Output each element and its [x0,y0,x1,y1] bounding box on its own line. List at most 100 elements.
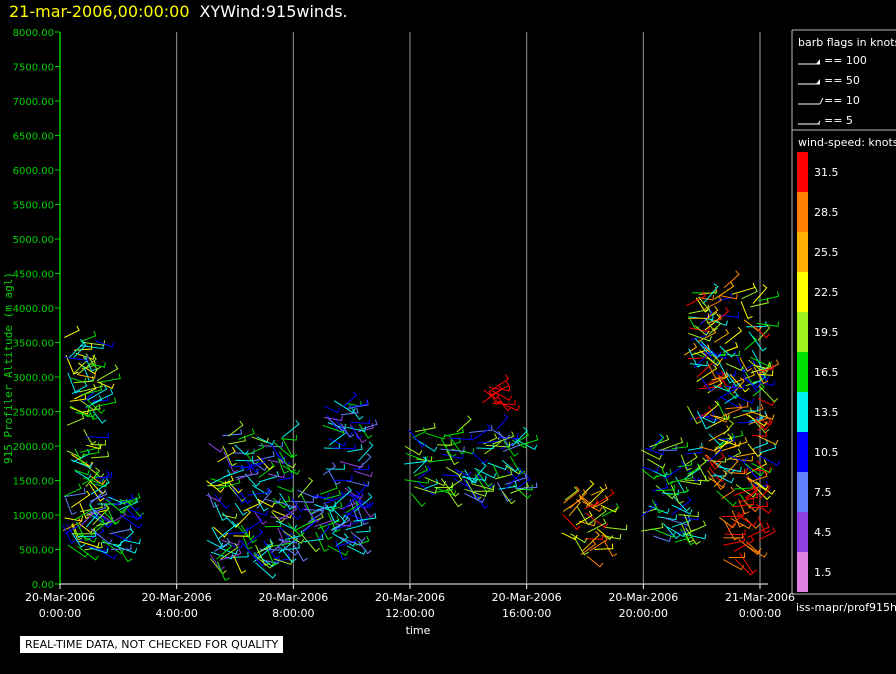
wind-barb [517,434,539,447]
wind-barb [739,357,753,372]
wind-barb [470,462,487,484]
wind-barb [244,516,263,533]
wind-barb [323,489,342,500]
wind-barb [704,457,727,463]
wind-barb [227,542,244,549]
y-tick-label: 500.00 [19,546,54,557]
wind-barb [446,475,463,491]
wind-barbs [62,270,781,581]
wind-barb [214,494,231,510]
wind-barb [75,521,91,542]
wind-barb [271,511,286,524]
wind-barb [685,527,701,545]
wind-barb [734,395,755,404]
wind-barb [505,467,524,490]
wind-barb [417,465,432,479]
wind-barb [700,340,721,359]
wind-barb [210,478,230,485]
wind-barb [234,502,248,516]
wind-barb [258,499,275,508]
y-tick-label: 3500.00 [13,339,54,350]
wind-barb [282,530,305,545]
wind-barb [702,283,719,305]
wind-barb [256,540,274,554]
wind-barb [328,438,347,447]
wind-barb [413,486,438,494]
wind-barb [232,448,255,455]
barb-sample-flag [817,120,821,125]
wind-barb [709,372,728,386]
wind-barb [221,513,238,519]
wind-barb [417,481,437,496]
wind-barb [474,474,492,493]
wind-barb [85,395,103,408]
wind-barb [469,425,493,433]
wind-barb [501,459,520,473]
wind-barb [711,414,730,421]
wind-barb [301,517,316,533]
wind-barb [662,522,681,540]
wind-barb [267,538,291,548]
wind-barb [90,528,113,545]
wind-barb [579,495,598,508]
wind-barb [327,545,349,556]
wind-barb [601,533,622,540]
wind-barb [349,418,371,425]
wind-barb [271,537,284,554]
y-axis-label: 915 Profiler Altitude (m agl) [2,272,15,464]
wind-barb [246,442,265,456]
wind-barb [414,438,438,452]
wind-barb [604,524,628,531]
wind-barb [640,449,663,460]
wind-barb [731,282,756,295]
wind-barb [95,340,115,348]
wind-barb [728,437,748,449]
wind-barb [95,470,111,486]
wind-barb [666,526,687,538]
wind-barb [103,511,120,525]
wind-barb [354,536,370,546]
wind-barb [492,399,516,406]
wind-barb [723,342,739,353]
wind-barb [709,319,728,327]
wind-barb [319,524,333,540]
wind-barb [281,544,299,556]
wind-barb [297,477,314,498]
wind-barb [443,427,465,437]
wind-barb [317,516,340,529]
wind-barb [96,397,117,407]
wind-barb [77,355,97,375]
wind-barb [747,501,769,509]
wind-barb [748,414,770,434]
wind-barb [653,535,672,543]
speed-color-swatch [797,472,808,512]
wind-barb [119,514,143,529]
wind-barb [346,500,360,513]
title-name: XYWind:915winds. [199,2,348,21]
wind-barb [80,331,97,342]
barb-sample-flag [816,59,820,64]
wind-barb [752,284,768,304]
wind-barb [755,503,772,514]
wind-barb [472,423,491,441]
wind-barb [227,480,243,494]
wind-barb [743,499,759,513]
wind-barb [237,487,252,504]
wind-barb [293,516,315,532]
barb-sample-flag [819,97,824,105]
wind-barb [564,486,579,501]
wind-barb [483,389,500,400]
wind-barb [464,488,488,497]
wind-barb [750,361,772,374]
wind-barb [744,463,765,477]
wind-barb [73,384,97,400]
wind-barb [702,295,722,311]
wind-barb [109,524,132,535]
wind-barb [113,544,138,554]
wind-barb [335,533,349,547]
wind-barb [62,524,76,544]
wind-barb [347,444,363,453]
wind-barb [738,539,761,556]
wind-barb [707,352,720,366]
wind-barb [717,307,730,321]
